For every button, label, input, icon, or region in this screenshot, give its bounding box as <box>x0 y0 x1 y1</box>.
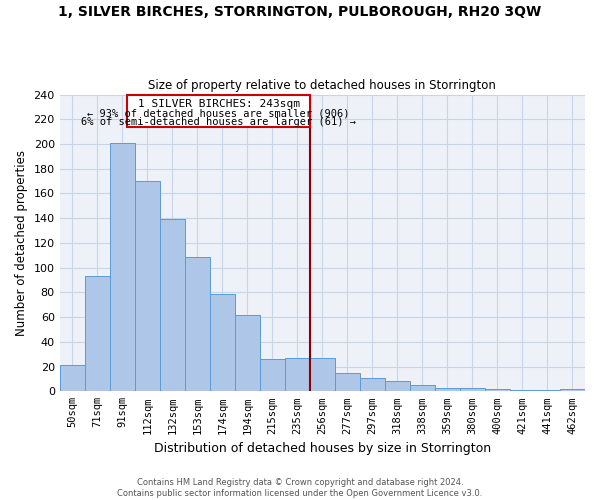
Text: 1 SILVER BIRCHES: 243sqm: 1 SILVER BIRCHES: 243sqm <box>137 99 299 109</box>
Y-axis label: Number of detached properties: Number of detached properties <box>15 150 28 336</box>
Text: 1, SILVER BIRCHES, STORRINGTON, PULBOROUGH, RH20 3QW: 1, SILVER BIRCHES, STORRINGTON, PULBOROU… <box>58 5 542 19</box>
Bar <box>160 220 185 392</box>
Bar <box>85 276 110 392</box>
X-axis label: Distribution of detached houses by size in Storrington: Distribution of detached houses by size … <box>154 442 491 455</box>
Bar <box>185 256 210 392</box>
Text: 6% of semi-detached houses are larger (61) →: 6% of semi-detached houses are larger (6… <box>81 118 356 128</box>
Bar <box>360 378 385 392</box>
Bar <box>135 181 160 392</box>
Bar <box>260 359 285 392</box>
Bar <box>410 385 435 392</box>
Bar <box>335 373 360 392</box>
Bar <box>310 358 335 392</box>
Bar <box>560 389 585 392</box>
Bar <box>510 390 535 392</box>
Bar <box>385 382 410 392</box>
Bar <box>210 294 235 392</box>
Bar <box>535 390 560 392</box>
Bar <box>59 366 85 392</box>
Bar <box>235 314 260 392</box>
Text: Contains HM Land Registry data © Crown copyright and database right 2024.
Contai: Contains HM Land Registry data © Crown c… <box>118 478 482 498</box>
Text: ← 93% of detached houses are smaller (906): ← 93% of detached houses are smaller (90… <box>87 108 350 118</box>
Title: Size of property relative to detached houses in Storrington: Size of property relative to detached ho… <box>148 79 496 92</box>
Bar <box>285 358 310 392</box>
FancyBboxPatch shape <box>127 94 310 126</box>
Bar <box>485 389 510 392</box>
Bar <box>435 388 460 392</box>
Bar <box>460 388 485 392</box>
Bar <box>110 143 135 392</box>
